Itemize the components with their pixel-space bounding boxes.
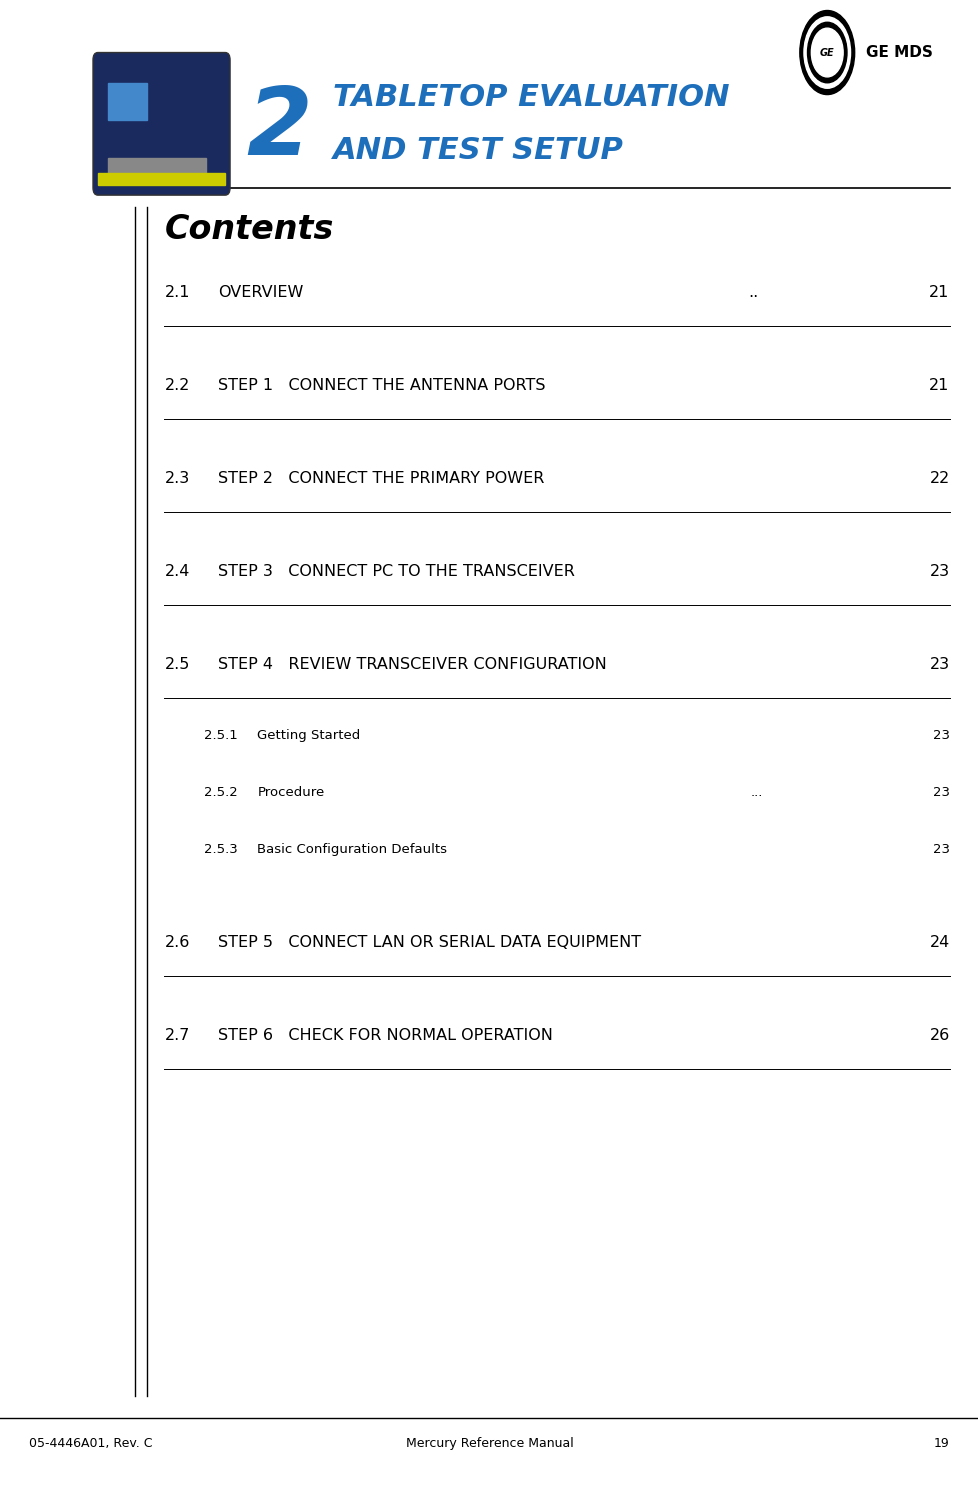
- Text: 2.5: 2.5: [164, 657, 190, 672]
- Text: TABLETOP EVALUATION: TABLETOP EVALUATION: [333, 83, 729, 113]
- Text: Mercury Reference Manual: Mercury Reference Manual: [405, 1438, 573, 1450]
- Text: 23: 23: [928, 657, 949, 672]
- Text: 2.5.3: 2.5.3: [203, 844, 237, 856]
- Text: Procedure: Procedure: [257, 787, 325, 799]
- Text: OVERVIEW: OVERVIEW: [218, 285, 303, 300]
- Bar: [108, 158, 205, 176]
- Circle shape: [803, 17, 850, 89]
- FancyBboxPatch shape: [93, 53, 230, 195]
- Circle shape: [811, 29, 842, 77]
- Text: STEP 5   CONNECT LAN OR SERIAL DATA EQUIPMENT: STEP 5 CONNECT LAN OR SERIAL DATA EQUIPM…: [218, 935, 641, 950]
- Text: 22: 22: [928, 471, 949, 486]
- Text: GE MDS: GE MDS: [866, 45, 932, 60]
- Text: STEP 3   CONNECT PC TO THE TRANSCEIVER: STEP 3 CONNECT PC TO THE TRANSCEIVER: [218, 564, 575, 579]
- Text: AND TEST SETUP: AND TEST SETUP: [333, 135, 623, 165]
- Text: 23: 23: [932, 787, 949, 799]
- Text: STEP 6   CHECK FOR NORMAL OPERATION: STEP 6 CHECK FOR NORMAL OPERATION: [218, 1028, 553, 1043]
- Text: ...: ...: [750, 787, 763, 799]
- Text: 2.3: 2.3: [164, 471, 190, 486]
- Circle shape: [799, 11, 854, 95]
- Text: 23: 23: [932, 729, 949, 741]
- Text: 23: 23: [928, 564, 949, 579]
- Text: Basic Configuration Defaults: Basic Configuration Defaults: [257, 844, 447, 856]
- Text: 23: 23: [932, 844, 949, 856]
- Text: 26: 26: [928, 1028, 949, 1043]
- Bar: [98, 173, 225, 185]
- Text: 2.7: 2.7: [164, 1028, 190, 1043]
- Text: 2.2: 2.2: [164, 378, 190, 393]
- Text: Contents: Contents: [164, 213, 333, 246]
- Text: 24: 24: [928, 935, 949, 950]
- Bar: [108, 83, 147, 120]
- Text: 2.4: 2.4: [164, 564, 190, 579]
- Text: STEP 2   CONNECT THE PRIMARY POWER: STEP 2 CONNECT THE PRIMARY POWER: [218, 471, 544, 486]
- Text: STEP 1   CONNECT THE ANTENNA PORTS: STEP 1 CONNECT THE ANTENNA PORTS: [218, 378, 546, 393]
- Text: 05-4446A01, Rev. C: 05-4446A01, Rev. C: [29, 1438, 153, 1450]
- Text: 21: 21: [928, 285, 949, 300]
- Text: GE: GE: [820, 48, 833, 57]
- Text: 19: 19: [933, 1438, 949, 1450]
- Text: 2: 2: [245, 83, 312, 176]
- Circle shape: [807, 23, 846, 83]
- Text: ..: ..: [748, 285, 758, 300]
- Text: Getting Started: Getting Started: [257, 729, 360, 741]
- Text: 2.5.1: 2.5.1: [203, 729, 237, 741]
- Text: STEP 4   REVIEW TRANSCEIVER CONFIGURATION: STEP 4 REVIEW TRANSCEIVER CONFIGURATION: [218, 657, 606, 672]
- Text: 21: 21: [928, 378, 949, 393]
- Text: 2.1: 2.1: [164, 285, 190, 300]
- Text: 2.5.2: 2.5.2: [203, 787, 237, 799]
- Text: 2.6: 2.6: [164, 935, 190, 950]
